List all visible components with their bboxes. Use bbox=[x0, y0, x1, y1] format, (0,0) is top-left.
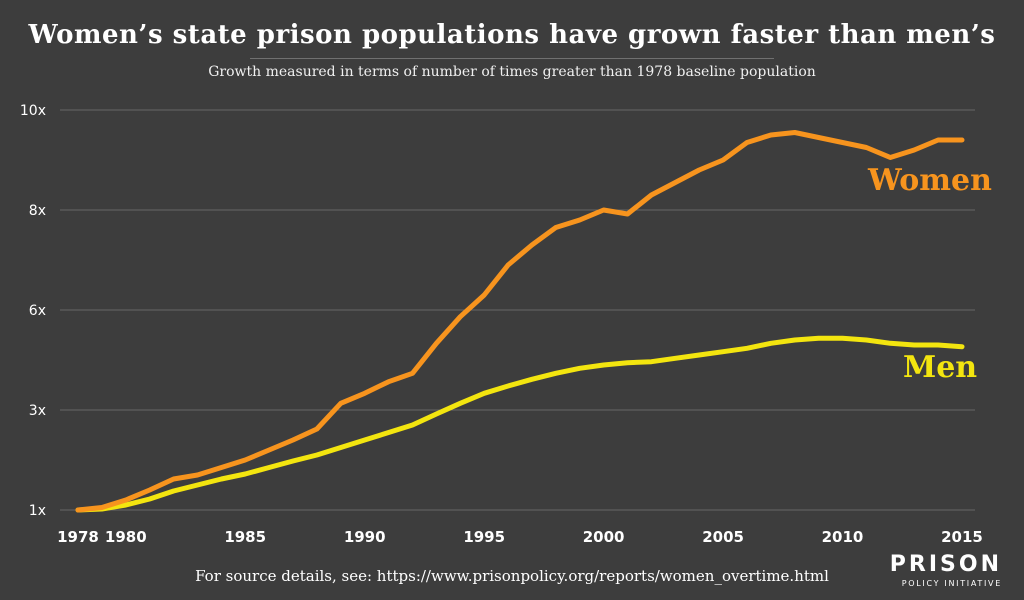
x-tick-label-2005: 2005 bbox=[702, 528, 744, 546]
y-tick-label-10x: 10x bbox=[20, 103, 46, 119]
y-tick-label-3x: 3x bbox=[29, 403, 46, 419]
x-tick-label-2000: 2000 bbox=[583, 528, 625, 546]
line-series-men bbox=[75, 335, 965, 513]
chart-title: Women’s state prison populations have gr… bbox=[28, 20, 996, 50]
series-label-men: Men bbox=[903, 350, 978, 385]
y-tick-label-1x: 1x bbox=[29, 503, 46, 519]
x-tick-label-1978: 1978 bbox=[57, 528, 99, 546]
logo-policy-initiative-text: POLICY INITIATIVE bbox=[901, 579, 1002, 588]
line-series-women bbox=[75, 130, 965, 513]
logo-prison-text: PRISON bbox=[889, 552, 1002, 577]
y-tick-label-8x: 8x bbox=[29, 203, 46, 219]
series-label-women: Women bbox=[868, 163, 992, 198]
x-tick-label-2010: 2010 bbox=[822, 528, 864, 546]
x-tick-label-2015: 2015 bbox=[941, 528, 983, 546]
x-tick-label-1980: 1980 bbox=[105, 528, 147, 546]
x-tick-label-1985: 1985 bbox=[224, 528, 266, 546]
prison-policy-initiative-logo: PRISON POLICY INITIATIVE bbox=[889, 552, 1002, 589]
x-tick-label-1990: 1990 bbox=[344, 528, 386, 546]
chart-subtitle: Growth measured in terms of number of ti… bbox=[208, 64, 816, 80]
source-note: For source details, see: https://www.pri… bbox=[195, 567, 829, 585]
title-divider bbox=[250, 58, 774, 59]
x-tick-label-1995: 1995 bbox=[463, 528, 505, 546]
y-tick-label-6x: 6x bbox=[29, 303, 46, 319]
